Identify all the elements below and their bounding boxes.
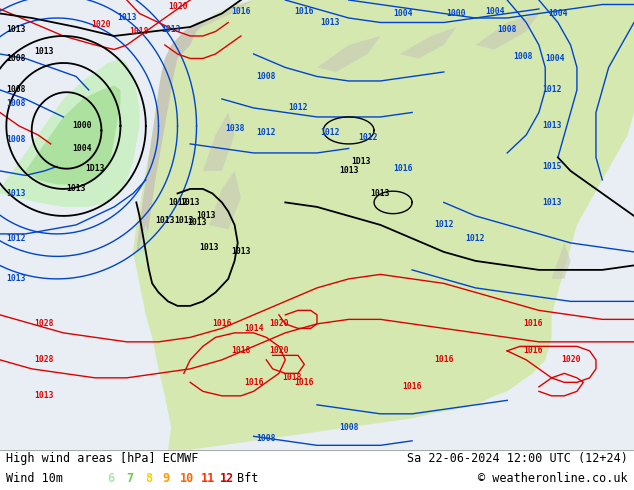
Text: 1012: 1012: [6, 234, 25, 243]
Text: 1008: 1008: [6, 99, 25, 108]
Text: 1D13: 1D13: [352, 157, 371, 167]
Text: 1004: 1004: [548, 9, 567, 18]
Text: 1028: 1028: [35, 355, 54, 365]
Text: 1013: 1013: [6, 24, 25, 34]
Text: 1038: 1038: [225, 123, 244, 133]
Text: 1020: 1020: [269, 346, 288, 355]
Text: Wind 10m: Wind 10m: [6, 472, 63, 485]
Text: 1020: 1020: [168, 2, 187, 11]
Text: 1014: 1014: [244, 324, 263, 333]
Text: 1012: 1012: [168, 198, 187, 207]
Text: 1013: 1013: [155, 216, 174, 225]
Polygon shape: [136, 225, 149, 266]
Text: 1D13: 1D13: [86, 164, 105, 173]
Text: 1016: 1016: [393, 164, 412, 173]
Text: 1004: 1004: [73, 144, 92, 153]
Text: 1013: 1013: [174, 216, 193, 225]
Text: 1018: 1018: [130, 27, 149, 36]
Text: 1016: 1016: [523, 319, 542, 328]
Text: 1013: 1013: [542, 122, 561, 130]
Text: 8: 8: [145, 472, 153, 485]
Text: 11: 11: [201, 472, 215, 485]
Text: 1012: 1012: [288, 103, 307, 113]
Polygon shape: [552, 243, 571, 279]
Text: 12: 12: [220, 472, 234, 485]
Text: 1000: 1000: [73, 122, 92, 130]
Text: 1008: 1008: [257, 434, 276, 443]
Text: 1018: 1018: [282, 373, 301, 382]
Text: 1016: 1016: [231, 7, 250, 16]
Polygon shape: [190, 0, 254, 31]
Text: 1013: 1013: [320, 18, 339, 27]
Text: 1012: 1012: [466, 234, 485, 243]
Text: 1020: 1020: [269, 319, 288, 328]
Text: 1016: 1016: [523, 346, 542, 355]
Text: 1013: 1013: [67, 184, 86, 194]
Text: 10: 10: [180, 472, 194, 485]
Text: Sa 22-06-2024 12:00 UTC (12+24): Sa 22-06-2024 12:00 UTC (12+24): [407, 452, 628, 465]
Text: 1008: 1008: [6, 54, 25, 63]
Polygon shape: [203, 113, 235, 171]
Text: © weatheronline.co.uk: © weatheronline.co.uk: [478, 472, 628, 485]
Polygon shape: [476, 14, 539, 49]
Text: 1004: 1004: [485, 7, 504, 16]
Text: 1016: 1016: [295, 7, 314, 16]
Text: 6: 6: [107, 472, 115, 485]
Text: 1016: 1016: [212, 319, 231, 328]
Text: Bft: Bft: [236, 472, 258, 485]
Text: 1020: 1020: [561, 355, 580, 365]
Text: 1015: 1015: [542, 162, 561, 171]
Text: 1004: 1004: [393, 9, 412, 18]
Text: 1016: 1016: [244, 378, 263, 387]
Text: 1012: 1012: [542, 85, 561, 95]
Text: 1008: 1008: [514, 52, 533, 61]
Text: 1013: 1013: [339, 167, 358, 175]
Text: 7: 7: [126, 472, 134, 485]
Polygon shape: [209, 171, 241, 229]
Text: 1013: 1013: [6, 189, 25, 198]
Text: 1013: 1013: [162, 24, 181, 34]
Text: 1008: 1008: [498, 24, 517, 34]
Text: 1000: 1000: [447, 9, 466, 18]
Text: 1013: 1013: [231, 247, 250, 256]
Polygon shape: [399, 27, 456, 58]
Polygon shape: [133, 0, 634, 450]
Text: 9: 9: [162, 472, 170, 485]
Text: 1018: 1018: [231, 346, 250, 355]
Text: 1012: 1012: [358, 133, 377, 142]
Polygon shape: [0, 58, 139, 207]
Text: 1013: 1013: [35, 392, 54, 400]
Text: 1020: 1020: [92, 20, 111, 29]
Text: 1013: 1013: [187, 218, 206, 227]
Text: 1008: 1008: [6, 135, 25, 144]
Text: 1013: 1013: [181, 198, 200, 207]
Text: 1008: 1008: [339, 423, 358, 432]
Text: 1016: 1016: [434, 355, 453, 365]
Polygon shape: [25, 85, 120, 184]
Text: 1008: 1008: [6, 85, 25, 95]
Text: 1013: 1013: [200, 243, 219, 252]
Text: 1016: 1016: [403, 382, 422, 392]
Text: 1013: 1013: [6, 274, 25, 283]
Text: 1008: 1008: [257, 72, 276, 81]
Text: 1013: 1013: [197, 211, 216, 220]
Text: 1013: 1013: [371, 189, 390, 198]
Text: 1012: 1012: [320, 128, 339, 137]
Text: 1013: 1013: [117, 14, 136, 23]
Text: 1016: 1016: [295, 378, 314, 387]
Text: 1004: 1004: [545, 54, 564, 63]
Polygon shape: [317, 36, 380, 72]
Polygon shape: [136, 18, 209, 252]
Text: 1013: 1013: [35, 47, 54, 56]
Text: 1012: 1012: [434, 220, 453, 229]
Text: 1012: 1012: [257, 128, 276, 137]
Text: High wind areas [hPa] ECMWF: High wind areas [hPa] ECMWF: [6, 452, 198, 465]
Text: 1013: 1013: [542, 198, 561, 207]
Text: 1028: 1028: [35, 319, 54, 328]
